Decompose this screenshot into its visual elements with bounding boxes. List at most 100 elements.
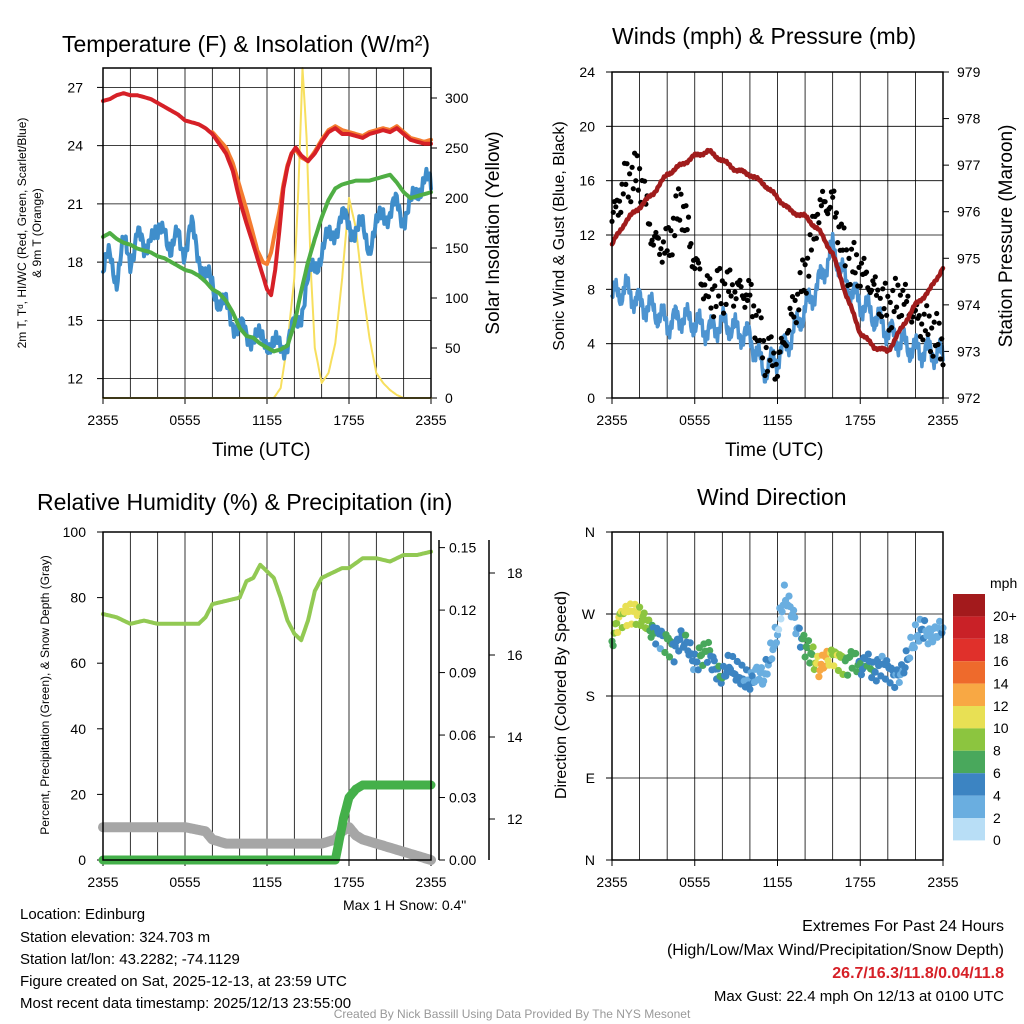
gust-point [668,228,674,234]
gust-point [832,214,838,220]
solar-ytick-label: 100 [445,290,469,306]
gust-point [762,372,768,379]
gust-point [822,199,828,205]
gust-point [697,266,703,272]
legend-label: 4 [993,787,1001,803]
gust-point [820,188,826,194]
gust-point [795,291,801,297]
direction-point [906,654,914,662]
gust-point [655,235,662,241]
gust-point [716,293,722,299]
gust-point [778,335,784,341]
direction-point [804,637,813,645]
legend-title: mph [990,575,1018,591]
rh-frame [102,531,432,861]
gust-point [825,211,831,217]
rh-xtick-label: 1155 [252,874,282,890]
direction-point [748,672,756,680]
gust-point [650,242,657,248]
gust-point [813,235,820,241]
direction-point [856,659,864,668]
pressure-ytick-label: 972 [957,390,981,406]
max-snow-note: Max 1 H Snow: 0.4" [343,897,467,913]
direction-point [844,671,852,679]
direction-point [901,664,909,672]
gust-point [711,314,717,320]
gust-point [633,178,639,184]
direction-point [795,624,803,632]
gust-point [761,338,767,344]
gust-point [705,294,712,300]
wind-xtick-label: 1155 [762,412,792,428]
direction-point [719,662,728,670]
gust-point [673,193,679,199]
wind-xtick-label: 0555 [679,412,710,428]
wind-ytick-label: 4 [587,336,595,352]
gust-point [853,252,860,258]
gust-point [899,312,905,319]
gust-point [895,282,901,288]
temp-ytick-label: 24 [67,138,83,154]
legend-swatch [953,616,985,639]
gust-point [678,191,684,197]
legend-swatch [953,773,985,796]
direction-point [803,644,812,652]
gust-point [629,164,635,170]
latlon-text: Station lat/lon: 43.2282; -74.1129 [20,951,240,968]
gust-point [792,297,798,303]
wind-ytick-label: 8 [587,281,595,297]
gust-point [688,241,694,247]
direction-point [790,606,798,615]
gust-point [727,267,733,273]
gust-point [768,334,774,340]
legend-label: 16 [993,653,1009,669]
gust-point [930,353,936,359]
gust-point [805,255,811,261]
legend-label: 8 [993,743,1001,759]
wind-xtick-label: 1755 [845,412,876,428]
gust-point [889,325,895,331]
direction-point [911,621,920,629]
snow-ytick-label: 16 [507,647,523,663]
gust-point [764,368,771,374]
solar-ytick-label: 200 [445,190,469,206]
direction-point [936,617,944,626]
gust-point [875,287,881,293]
gust-point [863,269,870,275]
gust-point [747,292,753,298]
gust-point [660,239,667,245]
rh-xtick-label: 2355 [415,874,446,890]
direction-point [652,640,660,648]
direction-point [810,665,818,674]
gust-point [672,233,678,239]
gust-point [723,301,729,307]
created-text: Figure created on Sat, 2025-12-13, at 23… [20,973,347,990]
gust-point [931,319,937,325]
temp-ytick-label: 21 [67,196,83,212]
wind-ytick-label: 16 [579,173,595,189]
direction-point [763,670,771,678]
legend-label: 12 [993,698,1009,714]
gust-point [726,288,732,295]
wind-ytick-label: 0 [587,390,595,406]
gust-point [657,251,663,257]
dir-ytick-label: N [585,524,595,540]
direction-point [910,644,918,652]
gust-point [796,307,802,313]
gust-point [743,292,749,298]
gust-point [664,248,670,254]
legend-swatch [953,795,985,818]
snow-depth-line [98,822,436,865]
temp-xtick-label: 1155 [252,412,282,428]
direction-point [800,631,808,639]
temp-xtick-label: 2355 [415,412,446,428]
direction-point [665,653,674,661]
gust-point [783,343,789,349]
gust-point [880,286,886,292]
pressure-ytick-label: 976 [957,204,981,220]
direction-point [645,616,653,624]
extremes-values: 26.7/16.3/11.8/0.04/11.8 [832,965,1004,982]
precip-ytick-label: 0.12 [449,602,476,618]
gust-point [773,361,779,367]
gust-point [729,282,736,288]
